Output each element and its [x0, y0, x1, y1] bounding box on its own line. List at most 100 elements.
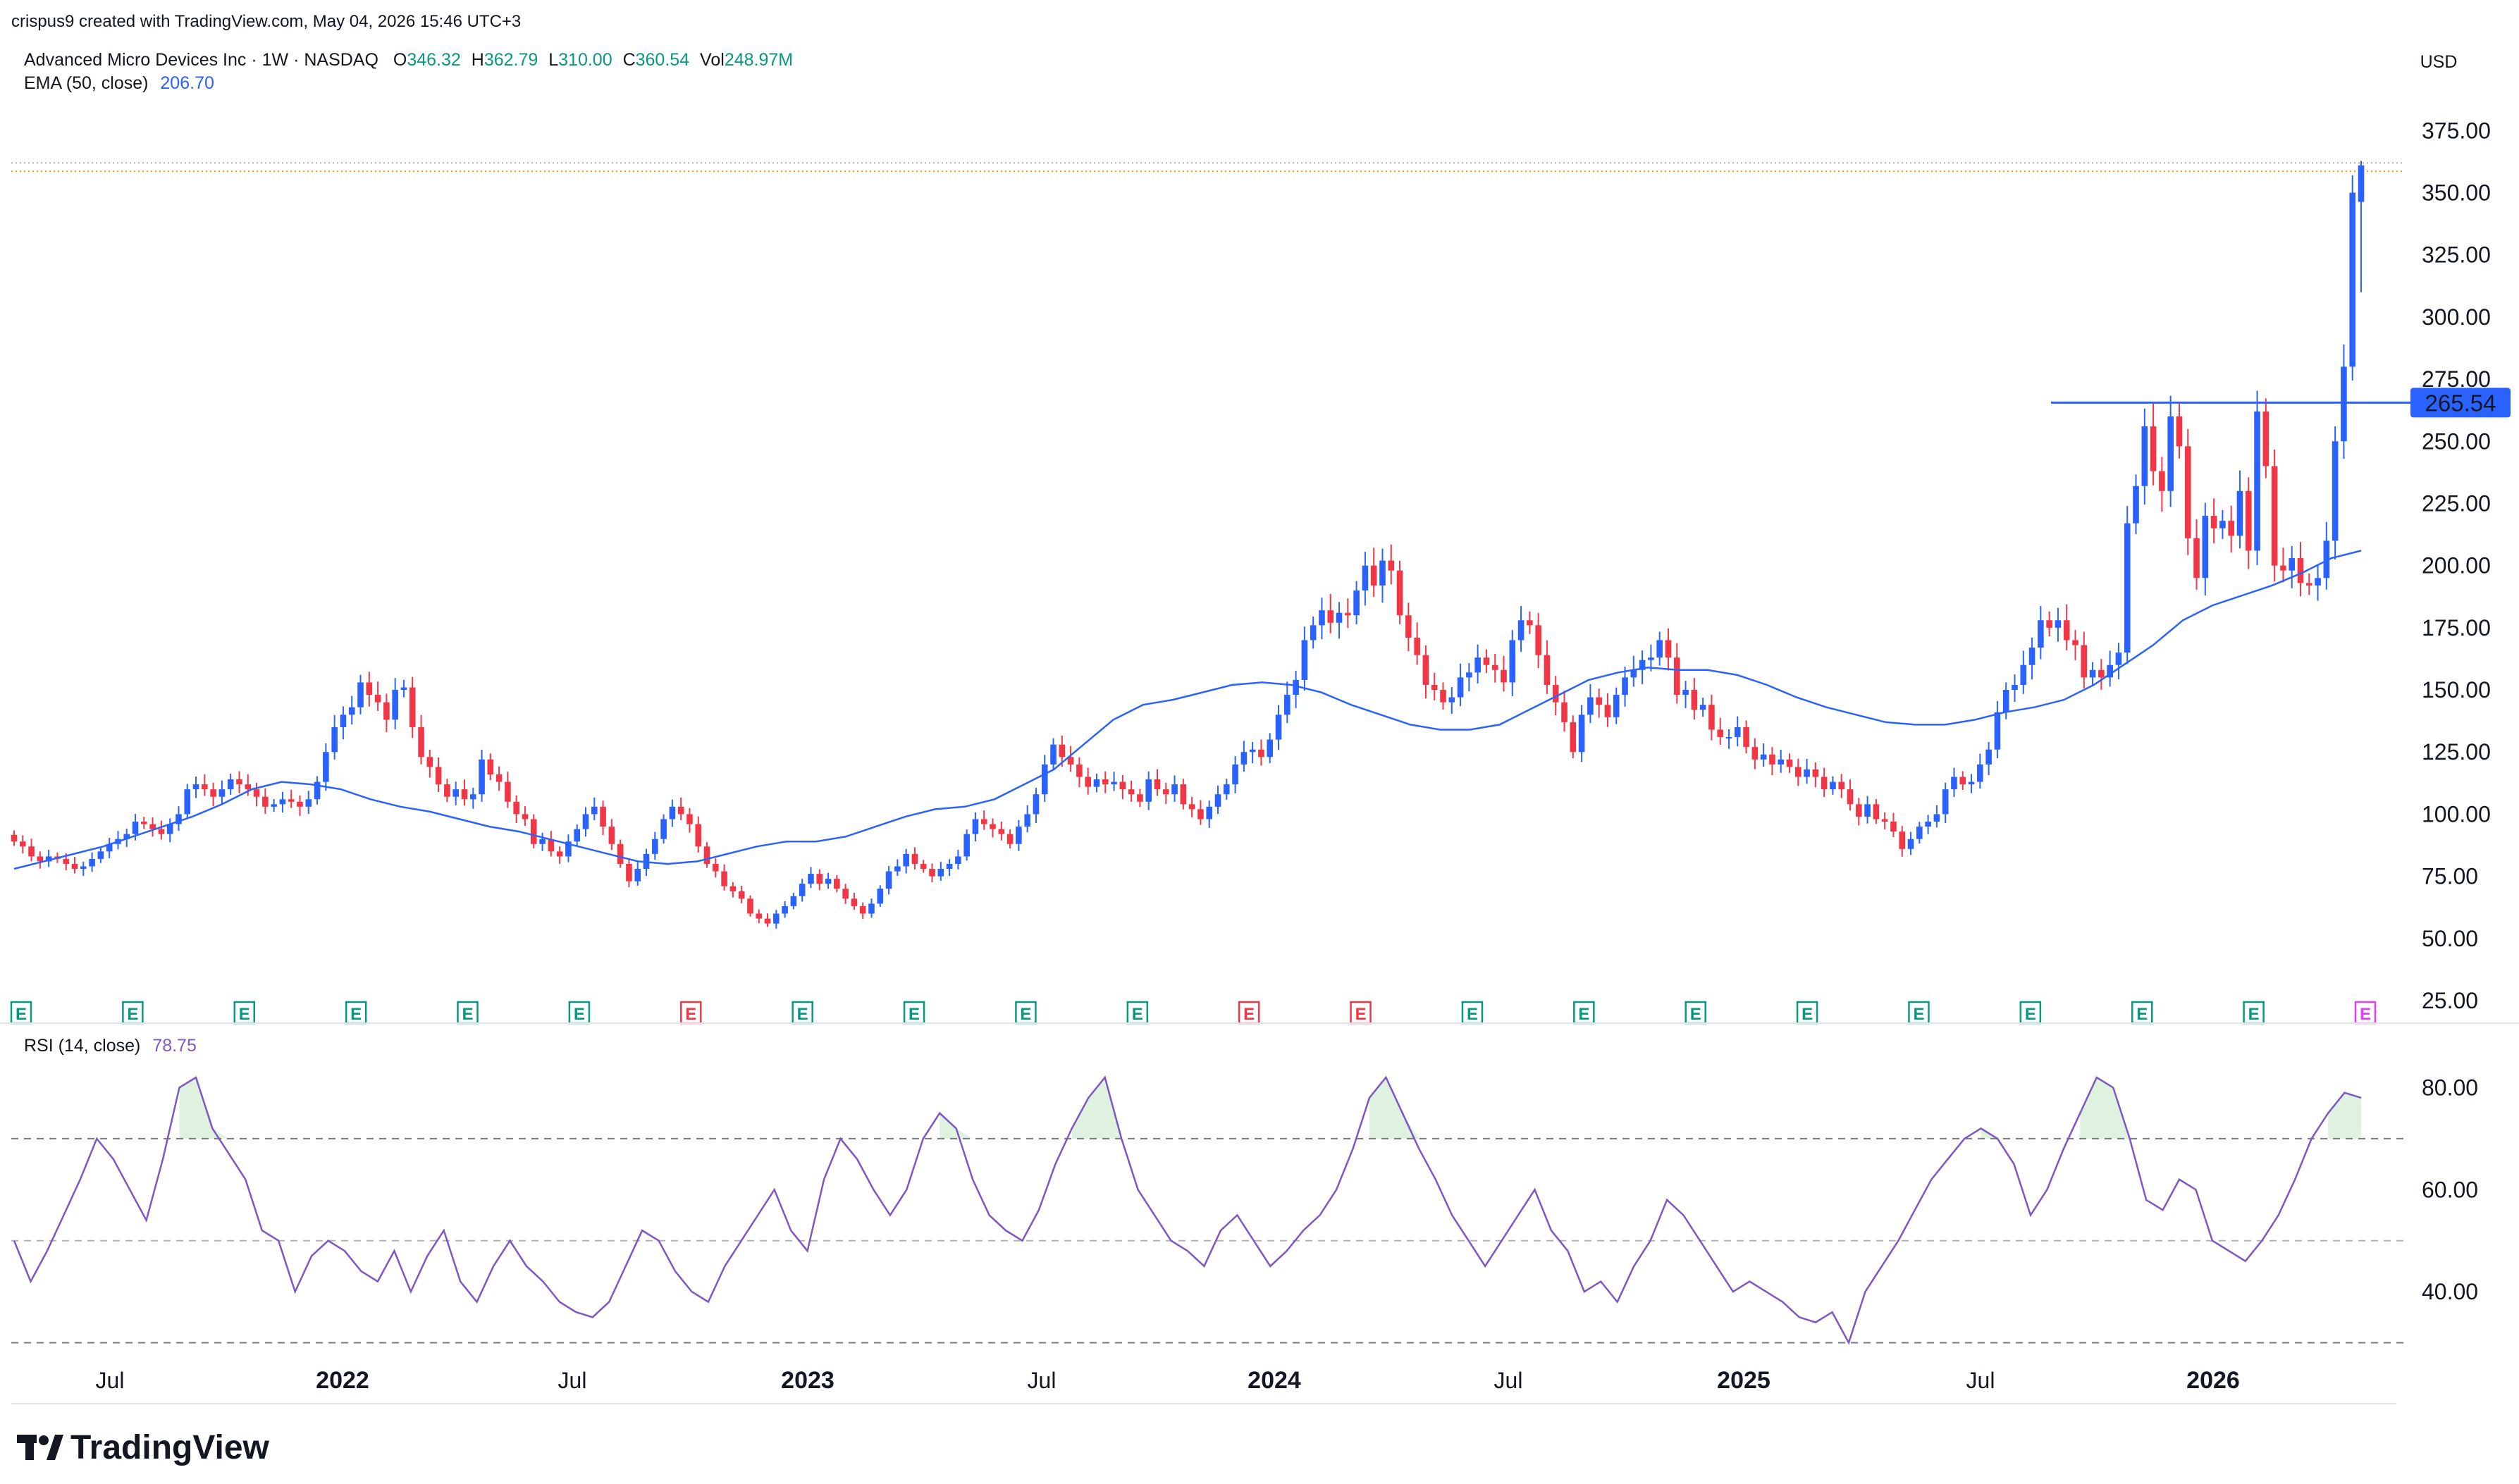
earnings-marker[interactable]: E [1796, 1001, 1818, 1025]
earnings-marker[interactable]: E [1238, 1001, 1260, 1025]
candle-body [651, 839, 658, 854]
candle-body [2341, 366, 2347, 442]
candle-body [608, 827, 615, 844]
candle-body [695, 824, 702, 847]
earnings-marker[interactable]: E [2243, 1001, 2265, 1025]
candle-body [435, 767, 442, 785]
candle-body [1353, 590, 1360, 616]
earnings-marker[interactable]: E [10, 1001, 32, 1025]
candle-body [530, 819, 537, 844]
candle-body [1804, 769, 1810, 777]
earnings-marker[interactable]: E [233, 1001, 256, 1025]
candle-body [799, 884, 806, 896]
price-tick-label: 25.00 [2422, 988, 2478, 1013]
candle-body [513, 801, 519, 815]
candle-body [2280, 565, 2286, 571]
candle-body [1059, 744, 1066, 758]
earnings-marker[interactable]: E [2131, 1001, 2153, 1025]
earnings-marker-label: E [1132, 1005, 1143, 1024]
candle-body [1267, 739, 1274, 758]
candle-body [1405, 615, 1412, 638]
earnings-marker[interactable]: E [457, 1001, 479, 1025]
earnings-marker[interactable]: E [1015, 1001, 1037, 1025]
earnings-marker[interactable]: E [2019, 1001, 2042, 1025]
candle-body [28, 846, 35, 857]
ema-value: 206.70 [160, 73, 214, 93]
candle-body [920, 863, 927, 870]
time-axis-label: Jul [1028, 1368, 1057, 1393]
candle-body [946, 863, 953, 870]
price-tick-label: 325.00 [2422, 242, 2491, 268]
candle-body [2236, 490, 2243, 536]
candle-body [1656, 640, 1663, 658]
rsi-tick-label: 80.00 [2422, 1075, 2478, 1100]
ema-line [13, 550, 2362, 870]
candle-body [123, 834, 130, 839]
earnings-marker[interactable]: E [345, 1001, 367, 1025]
candle-body [141, 822, 147, 824]
time-axis-label: Jul [96, 1368, 125, 1393]
candle-body [71, 863, 78, 870]
candle-body [1648, 657, 1654, 660]
candle-body [166, 824, 173, 834]
candle-body [1561, 702, 1568, 722]
earnings-marker-label: E [685, 1005, 696, 1024]
candle-body [859, 905, 866, 914]
earnings-marker-label: E [797, 1005, 808, 1024]
candle-body [1275, 715, 1282, 740]
earnings-marker[interactable]: E [1350, 1001, 1372, 1025]
candle-body [1466, 672, 1472, 678]
candle-body [1933, 814, 1940, 822]
earnings-marker[interactable]: E [903, 1001, 925, 1025]
price-tick-label: 275.00 [2422, 366, 2491, 392]
earnings-marker[interactable]: E [792, 1001, 813, 1025]
candle-body [418, 726, 424, 758]
candle-body [357, 682, 364, 707]
candle-body [374, 695, 381, 703]
candle-body [713, 863, 719, 872]
candle-body [1570, 722, 1577, 753]
price-tick-label: 150.00 [2422, 677, 2491, 703]
earnings-marker[interactable]: E [1126, 1001, 1149, 1025]
candle-body [1994, 712, 2001, 750]
candle-body [1708, 705, 1715, 730]
earnings-marker[interactable]: E [1461, 1001, 1484, 1025]
earnings-marker[interactable]: E [1908, 1001, 1930, 1025]
candle-body [63, 858, 70, 864]
candle-body [495, 774, 503, 782]
earnings-marker[interactable]: E [2354, 1001, 2377, 1025]
resistance-price-badge [2410, 388, 2511, 418]
candle-body [1907, 839, 1914, 849]
candle-body [1137, 794, 1143, 802]
resistance-line: 265.54 [2051, 388, 2511, 418]
candle-body [1968, 781, 1975, 785]
earnings-marker[interactable]: E [1573, 1001, 1595, 1025]
candle-body [2107, 664, 2113, 678]
candle-body [184, 789, 191, 815]
candle-body [634, 869, 641, 882]
candle-body [479, 759, 485, 795]
earnings-marker[interactable]: E [680, 1001, 702, 1025]
candle-body [1067, 757, 1074, 765]
candle-body [505, 781, 511, 802]
candle-body [2133, 486, 2139, 524]
candle-body [2323, 540, 2330, 579]
candle-body [834, 879, 840, 889]
candle-body [426, 757, 433, 767]
earnings-marker-label: E [1802, 1005, 1813, 1024]
candle-body [323, 752, 329, 782]
candle-body [2063, 620, 2070, 641]
candle-body [288, 799, 295, 802]
candle-body [1284, 695, 1291, 715]
candle-body [1240, 752, 1248, 765]
price-tick-label: 175.00 [2422, 615, 2491, 641]
candle-body [842, 889, 849, 899]
candle-body [202, 784, 208, 790]
earnings-marker[interactable]: E [122, 1001, 144, 1025]
earnings-marker[interactable]: E [568, 1001, 591, 1025]
candle-body [1448, 697, 1455, 703]
candle-body [89, 858, 95, 867]
candle-body [1786, 759, 1793, 767]
earnings-marker[interactable]: E [1685, 1001, 1706, 1025]
